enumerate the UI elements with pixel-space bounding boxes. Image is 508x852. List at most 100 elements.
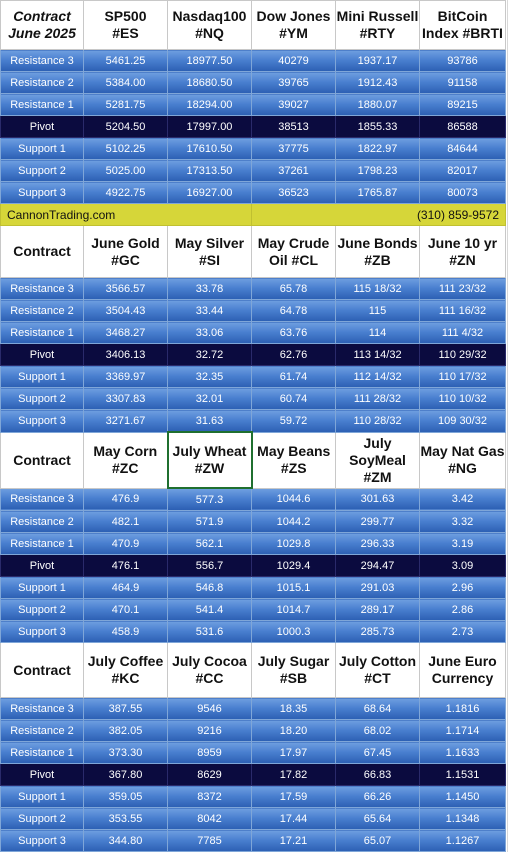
value-cell[interactable]: 382.05: [83, 719, 168, 742]
value-cell[interactable]: 66.26: [335, 785, 420, 808]
value-cell[interactable]: 82017: [419, 159, 506, 182]
value-cell[interactable]: 8042: [167, 807, 252, 830]
value-cell[interactable]: 63.76: [251, 321, 336, 344]
value-cell[interactable]: 531.6: [167, 620, 252, 643]
value-cell[interactable]: 3504.43: [83, 299, 168, 322]
value-cell[interactable]: 17.21: [251, 829, 336, 852]
row-label-cell[interactable]: Support 1: [0, 137, 84, 160]
value-cell[interactable]: 296.33: [335, 532, 420, 555]
instrument-header-cell[interactable]: June 10 yr #ZN: [419, 225, 506, 278]
value-cell[interactable]: 3468.27: [83, 321, 168, 344]
value-cell[interactable]: 3271.67: [83, 409, 168, 433]
value-cell[interactable]: 3.42: [419, 487, 506, 511]
value-cell[interactable]: 1.1267: [419, 829, 506, 852]
value-cell[interactable]: 577.3: [167, 487, 252, 511]
row-label-cell[interactable]: Resistance 3: [0, 49, 84, 72]
value-cell[interactable]: 476.1: [83, 554, 168, 577]
instrument-header-cell[interactable]: July Cocoa #CC: [167, 642, 252, 698]
value-cell[interactable]: 80073: [419, 181, 506, 204]
value-cell[interactable]: 65.07: [335, 829, 420, 852]
row-label-cell[interactable]: Pivot: [0, 343, 84, 366]
value-cell[interactable]: 5025.00: [83, 159, 168, 182]
phone-number[interactable]: (310) 859-9572: [251, 203, 506, 226]
value-cell[interactable]: 111 4/32: [419, 321, 506, 344]
value-cell[interactable]: 17610.50: [167, 137, 252, 160]
value-cell[interactable]: 359.05: [83, 785, 168, 808]
value-cell[interactable]: 3.09: [419, 554, 506, 577]
value-cell[interactable]: 301.63: [335, 487, 420, 511]
value-cell[interactable]: 61.74: [251, 365, 336, 388]
row-label-cell[interactable]: Resistance 1: [0, 321, 84, 344]
value-cell[interactable]: 60.74: [251, 387, 336, 410]
instrument-header-cell[interactable]: May Nat Gas #NG: [419, 431, 506, 489]
row-label-cell[interactable]: Support 2: [0, 598, 84, 621]
value-cell[interactable]: 5384.00: [83, 71, 168, 94]
row-label-cell[interactable]: Support 1: [0, 365, 84, 388]
value-cell[interactable]: 1015.1: [251, 576, 336, 599]
value-cell[interactable]: 18680.50: [167, 71, 252, 94]
value-cell[interactable]: 1.1714: [419, 719, 506, 742]
row-label-cell[interactable]: Resistance 3: [0, 487, 84, 511]
value-cell[interactable]: 5461.25: [83, 49, 168, 72]
value-cell[interactable]: 1.1816: [419, 697, 506, 720]
instrument-header-cell[interactable]: July SoyMeal #ZM: [335, 431, 420, 489]
value-cell[interactable]: 387.55: [83, 697, 168, 720]
value-cell[interactable]: 111 28/32: [335, 387, 420, 410]
value-cell[interactable]: 1029.8: [251, 532, 336, 555]
contract-header-cell[interactable]: Contract: [0, 642, 84, 698]
row-label-cell[interactable]: Support 1: [0, 576, 84, 599]
instrument-header-cell[interactable]: July Sugar #SB: [251, 642, 336, 698]
value-cell[interactable]: 114: [335, 321, 420, 344]
row-label-cell[interactable]: Support 2: [0, 159, 84, 182]
value-cell[interactable]: 37261: [251, 159, 336, 182]
value-cell[interactable]: 1.1450: [419, 785, 506, 808]
instrument-header-cell[interactable]: July Coffee #KC: [83, 642, 168, 698]
value-cell[interactable]: 31.63: [167, 409, 252, 433]
value-cell[interactable]: 37775: [251, 137, 336, 160]
value-cell[interactable]: 8629: [167, 763, 252, 786]
row-label-cell[interactable]: Support 2: [0, 807, 84, 830]
value-cell[interactable]: 482.1: [83, 510, 168, 533]
value-cell[interactable]: 17313.50: [167, 159, 252, 182]
value-cell[interactable]: 32.01: [167, 387, 252, 410]
value-cell[interactable]: 110 17/32: [419, 365, 506, 388]
value-cell[interactable]: 17.82: [251, 763, 336, 786]
value-cell[interactable]: 3.32: [419, 510, 506, 533]
contract-header-cell[interactable]: Contract: [0, 225, 84, 278]
row-label-cell[interactable]: Resistance 2: [0, 299, 84, 322]
value-cell[interactable]: 67.45: [335, 741, 420, 764]
value-cell[interactable]: 1765.87: [335, 181, 420, 204]
value-cell[interactable]: 470.1: [83, 598, 168, 621]
value-cell[interactable]: 541.4: [167, 598, 252, 621]
value-cell[interactable]: 93786: [419, 49, 506, 72]
value-cell[interactable]: 464.9: [83, 576, 168, 599]
value-cell[interactable]: 344.80: [83, 829, 168, 852]
row-label-cell[interactable]: Resistance 3: [0, 277, 84, 300]
value-cell[interactable]: 33.06: [167, 321, 252, 344]
instrument-header-cell[interactable]: May Crude Oil #CL: [251, 225, 336, 278]
value-cell[interactable]: 40279: [251, 49, 336, 72]
value-cell[interactable]: 458.9: [83, 620, 168, 643]
row-label-cell[interactable]: Resistance 1: [0, 741, 84, 764]
row-label-cell[interactable]: Pivot: [0, 763, 84, 786]
value-cell[interactable]: 1855.33: [335, 115, 420, 138]
value-cell[interactable]: 17997.00: [167, 115, 252, 138]
value-cell[interactable]: 113 14/32: [335, 343, 420, 366]
value-cell[interactable]: 38513: [251, 115, 336, 138]
contract-header-cell[interactable]: Contract June 2025: [0, 0, 84, 50]
value-cell[interactable]: 110 10/32: [419, 387, 506, 410]
value-cell[interactable]: 1912.43: [335, 71, 420, 94]
instrument-header-cell[interactable]: June Euro Currency: [419, 642, 506, 698]
value-cell[interactable]: 64.78: [251, 299, 336, 322]
value-cell[interactable]: 1044.6: [251, 487, 336, 511]
value-cell[interactable]: 571.9: [167, 510, 252, 533]
value-cell[interactable]: 3.19: [419, 532, 506, 555]
value-cell[interactable]: 3369.97: [83, 365, 168, 388]
instrument-header-cell[interactable]: May Corn #ZC: [83, 431, 168, 489]
value-cell[interactable]: 33.44: [167, 299, 252, 322]
value-cell[interactable]: 109 30/32: [419, 409, 506, 433]
instrument-header-cell[interactable]: July Cotton #CT: [335, 642, 420, 698]
value-cell[interactable]: 1.1348: [419, 807, 506, 830]
value-cell[interactable]: 32.35: [167, 365, 252, 388]
value-cell[interactable]: 1.1531: [419, 763, 506, 786]
